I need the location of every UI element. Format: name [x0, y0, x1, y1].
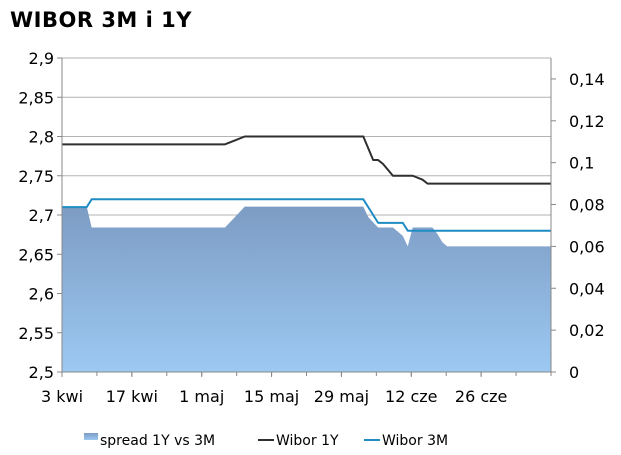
spread-area	[62, 206, 551, 372]
right-tick-label: 0,12	[569, 112, 605, 131]
legend-label: Wibor 3M	[382, 433, 448, 449]
left-tick-label: 2,75	[18, 167, 54, 186]
wibor-1y-line	[62, 135, 551, 185]
left-tick-label: 2,85	[18, 88, 54, 107]
legend-label: Wibor 1Y	[276, 433, 339, 449]
left-axis-ticks: 2,5 2,55 2,6 2,65 2,7 2,75 2,8 2,85 2,9	[18, 49, 62, 382]
right-tick-label: 0,06	[569, 237, 605, 256]
spread-area-layer	[62, 206, 551, 372]
left-tick-label: 2,7	[29, 206, 54, 225]
x-tick-label: 12 cze	[385, 387, 437, 406]
left-tick-label: 2,8	[29, 128, 54, 147]
right-tick-label: 0,14	[569, 70, 605, 89]
x-tick-label: 1 maj	[179, 387, 224, 406]
right-tick-label: 0	[569, 363, 579, 382]
wibor-3m-line	[62, 198, 551, 232]
right-tick-label: 0,02	[569, 321, 605, 340]
x-axis-ticks: 3 kwi 17 kwi 1 maj 15 maj 29 maj 12 cze 26 cze	[41, 372, 552, 406]
left-tick-label: 2,55	[18, 324, 54, 343]
chart-title: WIBOR 3M i 1Y	[10, 8, 192, 32]
right-tick-label: 0,08	[569, 196, 605, 215]
legend-label-spread: spread 1Y vs 3M	[100, 433, 215, 449]
right-axis-ticks: 0 0,02 0,04 0,06 0,08 0,1 0,12 0,14	[551, 70, 605, 382]
left-tick-label: 2,5	[29, 363, 54, 382]
left-tick-label: 2,6	[29, 285, 54, 304]
left-tick-label: 2,65	[18, 245, 54, 264]
lines-layer	[62, 135, 551, 232]
x-tick-label: 26 cze	[455, 387, 507, 406]
right-tick-label: 0,04	[569, 279, 605, 298]
x-tick-label: 15 maj	[244, 387, 299, 406]
left-tick-label: 2,9	[29, 49, 54, 68]
x-tick-label: 3 kwi	[41, 387, 83, 406]
x-tick-label: 17 kwi	[106, 387, 158, 406]
x-tick-label: 29 maj	[314, 387, 369, 406]
right-tick-label: 0,1	[569, 154, 594, 173]
legend: spread 1Y vs 3M Wibor 1Y Wibor 3M	[84, 433, 448, 449]
legend-swatch-spread	[84, 433, 98, 440]
